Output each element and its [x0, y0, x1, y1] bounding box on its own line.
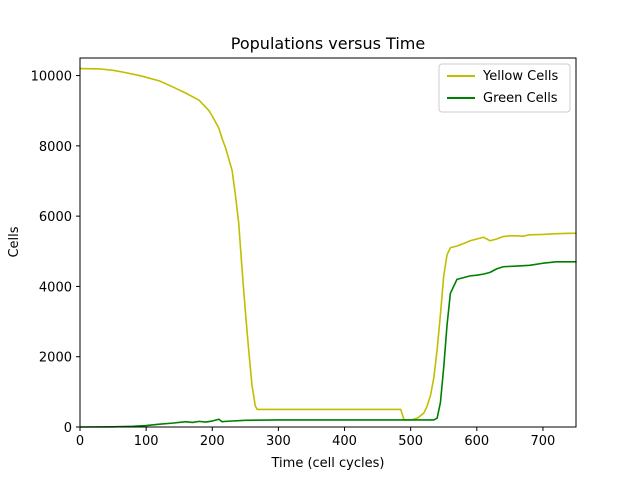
legend: Yellow Cells Green Cells: [438, 63, 571, 113]
x-tick-label: 400: [332, 434, 357, 449]
y-tick-label: 10000: [31, 70, 72, 85]
y-tick-label: 0: [64, 421, 72, 436]
legend-label-yellow-cells: Yellow Cells: [482, 69, 558, 84]
x-tick-label: 300: [266, 434, 291, 449]
x-tick-label: 100: [134, 434, 159, 449]
y-tick-label: 4000: [39, 280, 72, 295]
series-layer: [79, 67, 577, 428]
legend-label-green-cells: Green Cells: [483, 91, 558, 106]
series-line-green-cells: [79, 261, 577, 428]
x-tick-label: 600: [464, 434, 489, 449]
x-tick-label: 500: [398, 434, 423, 449]
x-tick-label: 200: [200, 434, 225, 449]
y-axis-ticks: 0 2000 4000 6000 8000 10000: [31, 70, 80, 436]
y-tick-label: 6000: [39, 210, 72, 225]
plot-frame: [79, 57, 577, 428]
chart-title: Populations versus Time: [231, 34, 425, 53]
x-axis-label: Time (cell cycles): [271, 456, 385, 471]
x-axis-ticks: 0 100 200 300 400 500 600 700: [76, 427, 555, 449]
y-tick-label: 2000: [39, 351, 72, 366]
x-tick-label: 0: [76, 434, 84, 449]
y-tick-label: 8000: [39, 140, 72, 155]
x-tick-label: 700: [531, 434, 556, 449]
y-axis-label: Cells: [7, 226, 22, 257]
plot-area: [79, 57, 577, 428]
